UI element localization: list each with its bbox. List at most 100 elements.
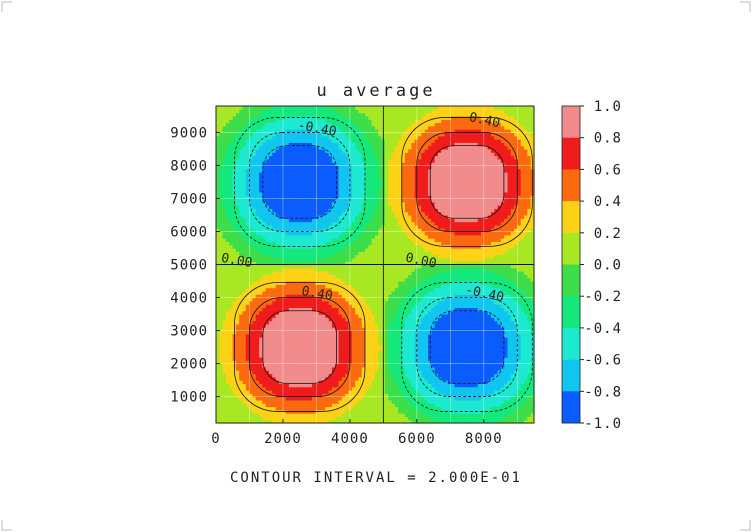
contour-cell — [282, 234, 287, 239]
contour-cell — [232, 198, 237, 203]
contour-cell — [358, 109, 363, 114]
contour-cell — [365, 129, 369, 134]
contour-cell — [365, 356, 369, 361]
contour-cell — [222, 383, 227, 388]
contour-cell — [285, 373, 290, 378]
contour-cell — [331, 148, 336, 153]
contour-cell — [351, 152, 356, 157]
contour-cell — [365, 310, 369, 315]
contour-cell — [355, 403, 360, 408]
contour-cell — [335, 416, 340, 421]
contour-cell — [358, 175, 363, 180]
contour-cell — [365, 290, 369, 295]
contour-cell — [384, 373, 389, 378]
contour-cell — [368, 264, 373, 269]
contour-cell — [259, 172, 263, 176]
contour-cell — [328, 132, 333, 137]
contour-cell — [282, 264, 287, 269]
contour-cell — [328, 115, 333, 120]
contour-cell — [252, 304, 257, 309]
contour-cell — [265, 274, 270, 279]
contour-cell — [351, 132, 356, 137]
contour-cell — [341, 350, 346, 355]
contour-cell — [328, 393, 333, 398]
contour-cell — [298, 135, 303, 140]
contour-cell — [239, 198, 244, 203]
contour-cell — [312, 106, 316, 110]
contour-cell — [282, 314, 287, 318]
contour-cell — [368, 241, 373, 246]
contour-cell — [249, 366, 254, 371]
contour-cell — [269, 323, 273, 328]
contour-cell — [318, 300, 323, 305]
contour-cell — [255, 261, 260, 266]
contour-cell — [275, 158, 280, 163]
contour-cell — [328, 370, 333, 375]
contour-cell — [259, 238, 263, 242]
contour-cell — [378, 231, 383, 236]
contour-cell — [272, 290, 277, 295]
contour-cell — [375, 353, 379, 358]
contour-cell — [222, 145, 227, 150]
contour-cell — [235, 142, 240, 147]
contour-cell — [269, 406, 273, 411]
contour-cell — [255, 218, 260, 223]
contour-cell — [255, 267, 260, 272]
contour-cell — [269, 366, 273, 371]
contour-cell — [272, 396, 277, 401]
contour-cell — [378, 106, 383, 110]
contour-cell — [378, 409, 383, 414]
contour-cell — [288, 201, 293, 206]
contour-cell — [229, 406, 234, 411]
contour-cell — [216, 274, 220, 279]
contour-cell — [351, 366, 356, 371]
contour-cell — [355, 231, 360, 236]
contour-cell — [351, 234, 356, 239]
contour-cell — [325, 294, 330, 299]
contour-cell — [348, 297, 353, 302]
contour-cell — [335, 327, 340, 332]
contour-cell — [351, 380, 356, 384]
contour-cell — [229, 201, 234, 206]
contour-cell — [345, 125, 350, 130]
contour-cell — [216, 320, 220, 325]
contour-cell — [328, 399, 333, 404]
contour-cell — [368, 409, 373, 414]
contour-cell — [259, 419, 263, 424]
contour-cell — [259, 251, 263, 256]
contour-cell — [265, 158, 270, 163]
contour-cell — [295, 195, 300, 200]
contour-cell — [288, 323, 293, 328]
contour-cell — [308, 139, 313, 143]
contour-cell — [341, 158, 346, 163]
contour-cell — [235, 172, 240, 176]
contour-cell — [358, 122, 363, 127]
contour-cell — [225, 333, 230, 338]
contour-cell — [298, 343, 303, 348]
contour-cell — [338, 152, 343, 157]
contour-cell — [245, 244, 250, 249]
contour-cell — [295, 406, 300, 411]
contour-cell — [378, 340, 383, 345]
contour-cell — [378, 274, 383, 279]
contour-cell — [269, 181, 273, 186]
contour-cell — [222, 363, 227, 368]
contour-cell — [222, 287, 227, 292]
contour-cell — [298, 185, 303, 190]
contour-cell — [305, 221, 310, 226]
contour-cell — [331, 370, 336, 375]
contour-cell — [235, 119, 240, 124]
contour-cell — [358, 188, 363, 193]
contour-cell — [265, 257, 270, 262]
contour-cell — [368, 125, 373, 130]
contour-cell — [285, 181, 290, 186]
contour-cell — [338, 383, 343, 388]
contour-cell — [229, 234, 234, 239]
contour-cell — [335, 106, 340, 110]
contour-cell — [318, 416, 323, 421]
contour-cell — [312, 247, 316, 252]
contour-cell — [331, 139, 336, 143]
contour-cell — [245, 119, 250, 124]
contour-cell — [298, 370, 303, 375]
contour-cell — [262, 380, 267, 384]
